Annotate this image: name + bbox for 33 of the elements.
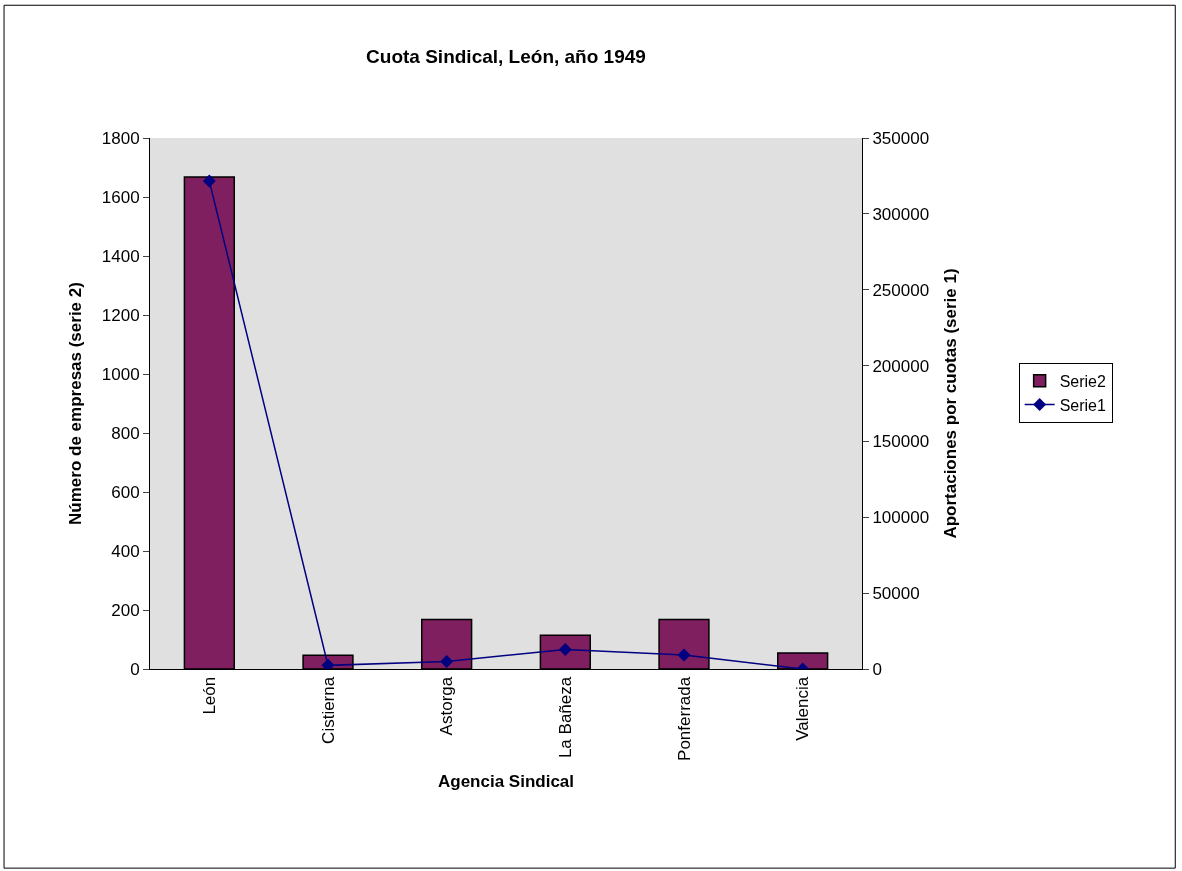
point xyxy=(202,174,216,188)
y-tick-label: 1000 xyxy=(101,364,140,384)
x-tick-label: Ponferrada xyxy=(674,676,694,761)
point xyxy=(677,648,691,662)
y-tick-label: 200 xyxy=(111,600,140,620)
x-tick-label: La Bañeza xyxy=(555,676,575,759)
y2-tick-label: 150000 xyxy=(872,432,930,452)
y2-tick-label: 50000 xyxy=(872,584,920,604)
y-tick-label: 1600 xyxy=(101,187,140,207)
y-tick-label: 1400 xyxy=(101,246,140,266)
y2-tick-label: 350000 xyxy=(872,128,930,148)
y-tick-label: 1200 xyxy=(101,305,140,325)
y-tick-label: 0 xyxy=(130,659,140,679)
x-axis-title: Agencia Sindical xyxy=(437,772,575,792)
x-tick-label: León xyxy=(199,676,219,715)
y-tick-label: 800 xyxy=(111,423,140,443)
y2-axis-title: Aportaciones por cuotas (serie 1) xyxy=(940,268,960,539)
chart-title: Cuota Sindical, León, año 1949 xyxy=(366,46,646,68)
legend-label: Serie1 xyxy=(1059,396,1106,414)
point xyxy=(440,655,454,669)
y2-tick-label: 0 xyxy=(872,659,882,679)
y-tick-label: 1800 xyxy=(101,128,140,148)
y2-tick-label: 100000 xyxy=(872,508,930,528)
legend-label: Serie2 xyxy=(1059,373,1106,391)
x-tick-label: Valencia xyxy=(793,676,813,741)
y2-tick-label: 250000 xyxy=(872,280,930,300)
y-tick-label: 600 xyxy=(111,482,140,502)
y-tick-label: 400 xyxy=(111,541,140,561)
y2-tick-label: 300000 xyxy=(872,204,930,224)
y-axis-title: Número de empresas (serie 2) xyxy=(66,282,86,525)
y2-tick-label: 200000 xyxy=(872,356,930,376)
x-tick-label: Astorga xyxy=(437,676,457,736)
x-tick-label: Cistierna xyxy=(318,676,338,744)
